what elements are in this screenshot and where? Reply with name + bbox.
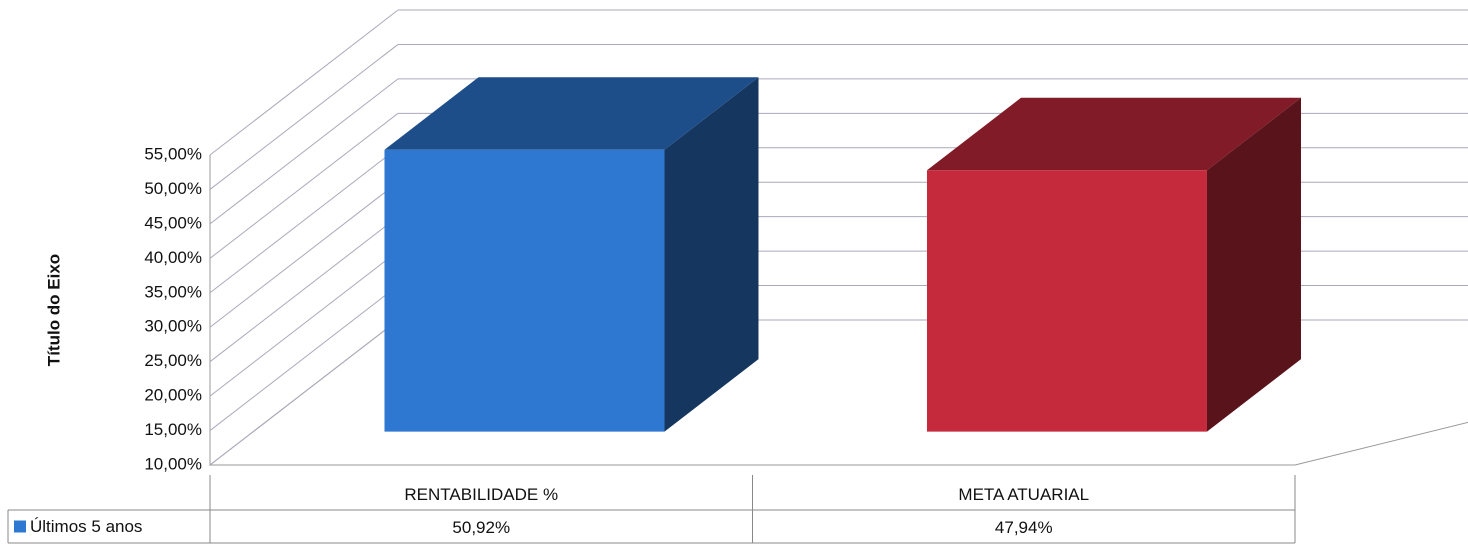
y-tick-label: 40,00% — [144, 248, 202, 267]
grid-line-side — [209, 78, 399, 225]
y-tick-label: 10,00% — [144, 454, 202, 473]
y-tick-label: 25,00% — [144, 351, 202, 370]
grid-line-side — [209, 112, 399, 259]
x-tick-label: META ATUARIAL — [958, 485, 1089, 504]
legend-label: Últimos 5 anos — [30, 517, 142, 536]
y-tick-label: 20,00% — [144, 386, 202, 405]
y-tick-label: 45,00% — [144, 213, 202, 232]
grid-line-side — [209, 216, 399, 363]
grid-line-side — [209, 319, 399, 466]
bar-top — [384, 77, 759, 150]
grid-line-side — [209, 44, 399, 190]
x-tick-label: RENTABILIDADE % — [404, 485, 558, 504]
y-tick-label: 30,00% — [144, 317, 202, 336]
grid-line-side — [209, 181, 399, 328]
data-label: 47,94% — [995, 518, 1053, 537]
bar-side — [1206, 97, 1301, 432]
y-tick-label: 15,00% — [144, 420, 202, 439]
bar — [384, 149, 665, 432]
y-tick-label: 55,00% — [144, 144, 202, 163]
y-tick-label: 50,00% — [144, 179, 202, 198]
grid-line-side — [209, 285, 399, 431]
data-label: 50,92% — [452, 518, 510, 537]
bar-side — [664, 77, 759, 432]
grid-line-side — [209, 250, 399, 397]
grid-line-side — [209, 147, 399, 294]
grid-line-side — [209, 9, 399, 156]
y-axis-title: Título do Eixo — [44, 254, 63, 366]
legend-swatch — [14, 520, 26, 533]
bar — [926, 170, 1207, 432]
y-tick-label: 35,00% — [144, 282, 202, 301]
bar-top — [926, 97, 1301, 171]
